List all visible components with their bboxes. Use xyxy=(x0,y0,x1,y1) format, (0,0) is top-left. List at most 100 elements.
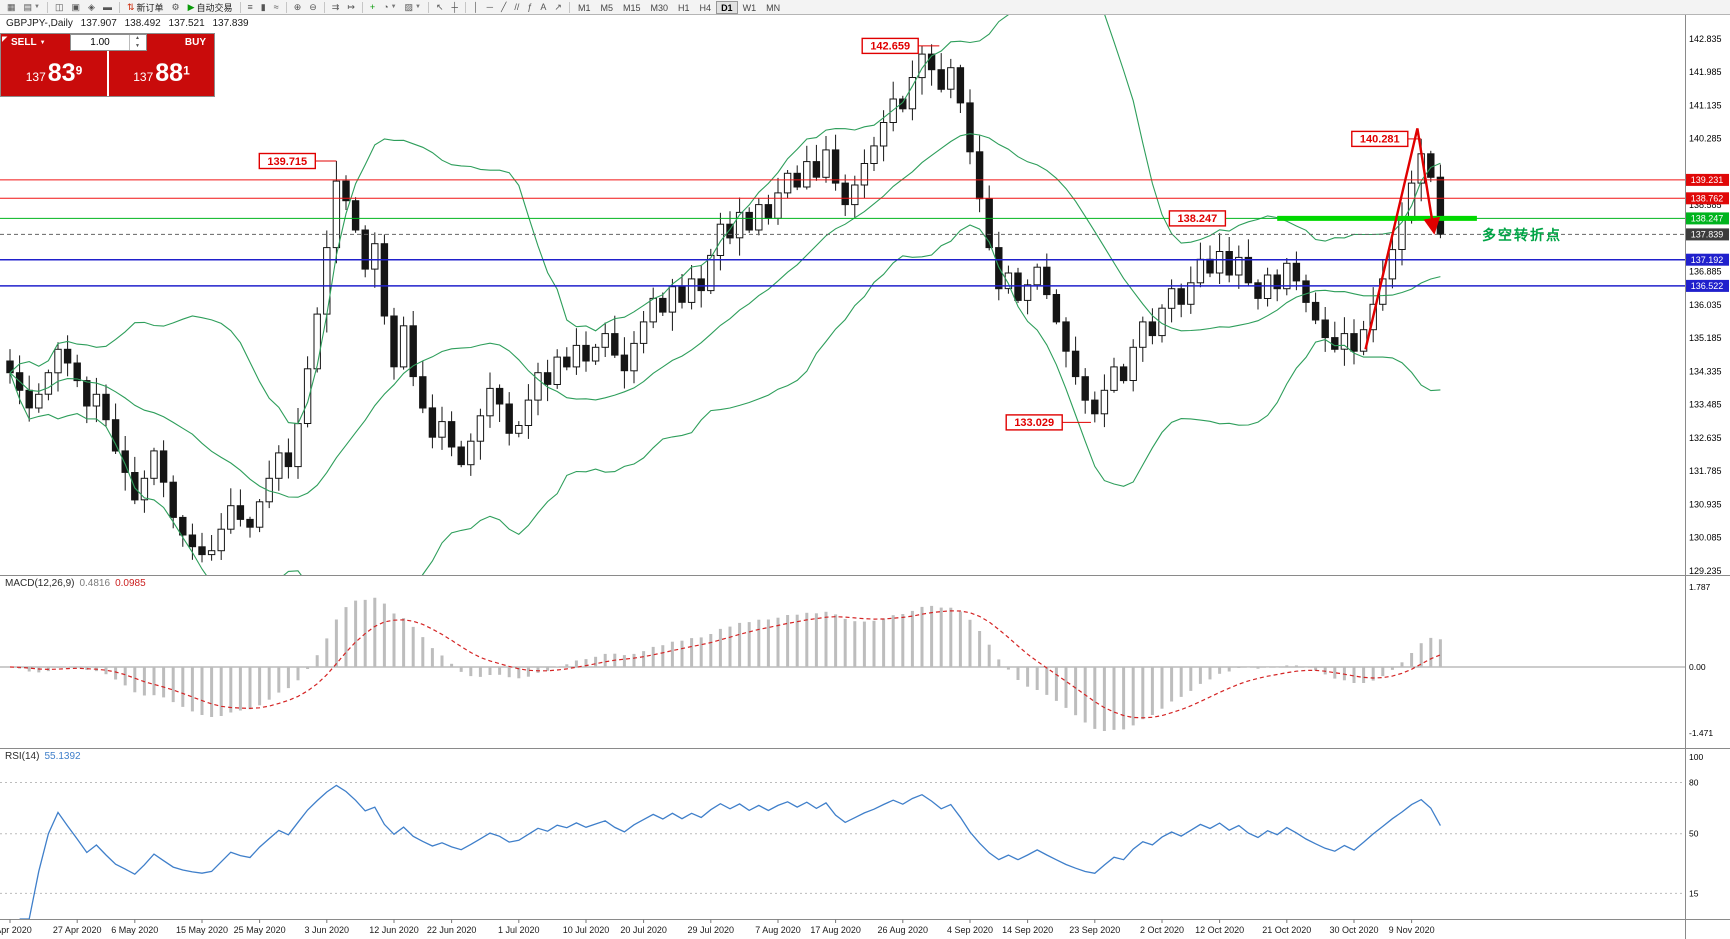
collapse-panel-arrow-icon[interactable]: ◤ xyxy=(2,36,8,43)
new-order-button[interactable]: ⇅ 新订单 xyxy=(123,1,168,14)
metaeditor-icon: ⚙ xyxy=(171,1,180,12)
ohlc-open: 137.907 xyxy=(80,18,117,29)
svg-text:133.485: 133.485 xyxy=(1689,400,1722,410)
chart-shift-icon: ↦ xyxy=(347,1,355,12)
svg-text:15 May 2020: 15 May 2020 xyxy=(176,925,228,935)
svg-text:142.835: 142.835 xyxy=(1689,34,1722,44)
candlestick-chart-button[interactable]: ▮ xyxy=(257,1,270,14)
volume-down-button[interactable]: ▼ xyxy=(135,42,140,49)
metaeditor-button[interactable]: ⚙ xyxy=(168,1,184,14)
market-watch-button[interactable]: ◫ xyxy=(51,1,68,14)
auto-scroll-button[interactable]: ⇉ xyxy=(328,1,344,14)
profiles-icon: ▤ xyxy=(23,1,33,12)
data-window-icon: ▣ xyxy=(71,1,81,12)
fibonacci-icon: ƒ xyxy=(527,1,533,12)
channel-button[interactable]: // xyxy=(510,1,523,14)
rsi-line xyxy=(19,784,1441,919)
line-chart-button[interactable]: ≈ xyxy=(270,1,283,14)
templates-icon: ▨ xyxy=(404,1,414,12)
zoom-out-button[interactable]: ⊖ xyxy=(305,1,321,14)
svg-text:7 Aug 2020: 7 Aug 2020 xyxy=(755,925,801,935)
chart-canvas[interactable]: 139.715 142.659 140.281 138.247 133.029 142.8… xyxy=(0,15,1730,939)
toolbar-separator xyxy=(323,1,325,13)
rsi-panel[interactable] xyxy=(0,782,1685,920)
buy-label: BUY xyxy=(184,37,206,48)
indicators-icon: + xyxy=(369,1,376,12)
text-button[interactable]: A xyxy=(536,1,550,14)
vertical-line-icon: │ xyxy=(472,1,479,12)
fibonacci-button[interactable]: ƒ xyxy=(523,1,536,14)
svg-text:142.659: 142.659 xyxy=(870,41,910,53)
auto-trading-button[interactable]: ▶ 自动交易 xyxy=(184,1,237,14)
arrows-icon: ↗ xyxy=(554,1,562,12)
zoom-out-icon: ⊖ xyxy=(309,1,317,12)
toolbar-separator xyxy=(46,1,48,13)
svg-text:22 Jun 2020: 22 Jun 2020 xyxy=(427,925,477,935)
horizontal-line-button[interactable]: ─ xyxy=(483,1,497,14)
svg-text:12 Oct 2020: 12 Oct 2020 xyxy=(1195,925,1244,935)
vertical-line-button[interactable]: │ xyxy=(469,1,483,14)
cursor-button[interactable]: ↖ xyxy=(432,1,448,14)
trend-arrow[interactable] xyxy=(1364,128,1441,350)
price-badge-138.762 xyxy=(1686,192,1729,205)
timeframe-d1-button[interactable]: D1 xyxy=(716,0,738,14)
templates-button[interactable]: ▨ ▼ xyxy=(401,1,425,14)
horizontal-line-icon: ─ xyxy=(486,1,493,12)
date-axis: 7 Apr 2020 27 Apr 2020 6 May 2020 15 May 20… xyxy=(0,919,1435,935)
data-window-button[interactable]: ▣ xyxy=(68,1,85,14)
macd-panel[interactable] xyxy=(0,597,1685,731)
timeframe-mn-button[interactable]: MN xyxy=(761,1,785,14)
svg-text:129.235: 129.235 xyxy=(1689,566,1722,576)
auto-scroll-icon: ⇉ xyxy=(331,1,340,12)
timeframe-m30-button[interactable]: M30 xyxy=(646,1,674,14)
bollinger-upper-band xyxy=(9,15,1441,425)
profiles-button[interactable]: ▤ ▼ xyxy=(20,1,44,14)
macd-signal-value: 0.0985 xyxy=(115,578,146,589)
toolbar-separator xyxy=(239,1,241,13)
timeframe-m5-button[interactable]: M5 xyxy=(595,1,618,14)
crosshair-icon: ┼ xyxy=(451,1,458,12)
timeframe-h4-button[interactable]: H4 xyxy=(695,1,717,14)
sell-caret-icon: ▼ xyxy=(39,39,46,46)
svg-text:131.785: 131.785 xyxy=(1689,466,1722,476)
volume-input[interactable] xyxy=(71,35,129,50)
sell-label: SELL ▼ xyxy=(11,37,46,48)
new-chart-button[interactable]: ▦ xyxy=(3,1,20,14)
svg-text:1.787: 1.787 xyxy=(1689,582,1711,592)
indicators-button[interactable]: + xyxy=(366,1,379,14)
chart-shift-button[interactable]: ↦ xyxy=(343,1,359,14)
trendline-icon: ╱ xyxy=(500,1,507,12)
bollinger-lower-band xyxy=(9,224,1441,575)
price-badge-138.247 xyxy=(1686,212,1729,225)
bar-chart-button[interactable]: ≡ xyxy=(244,1,257,14)
timeframe-m1-button[interactable]: M1 xyxy=(573,1,596,14)
macd-histogram xyxy=(18,597,1442,731)
timeframe-m15-button[interactable]: M15 xyxy=(618,1,646,14)
svg-text:135.185: 135.185 xyxy=(1689,333,1722,343)
periods-button[interactable]: ◔ ▼ xyxy=(379,1,400,14)
terminal-button[interactable]: ▬ xyxy=(99,1,116,14)
zoom-in-button[interactable]: ⊕ xyxy=(290,1,306,14)
svg-text:140.285: 140.285 xyxy=(1689,134,1722,144)
svg-text:14 Sep 2020: 14 Sep 2020 xyxy=(1002,925,1053,935)
navigator-button[interactable]: ◈ xyxy=(84,1,99,14)
svg-text:132.635: 132.635 xyxy=(1689,433,1722,443)
timeframe-w1-button[interactable]: W1 xyxy=(738,1,762,14)
bar-chart-icon: ≡ xyxy=(247,1,253,12)
price-plot[interactable]: 139.715 142.659 140.281 138.247 133.029 xyxy=(0,15,1685,681)
rsi-indicator-label: RSI(14) 55.1392 xyxy=(5,751,81,762)
svg-text:138.762: 138.762 xyxy=(1691,194,1724,204)
svg-text:139.715: 139.715 xyxy=(267,156,307,168)
chart-window[interactable]: 139.715 142.659 140.281 138.247 133.029 142.8… xyxy=(0,15,1730,939)
timeframe-h1-button[interactable]: H1 xyxy=(673,1,695,14)
channel-icon: // xyxy=(514,1,520,12)
svg-text:133.029: 133.029 xyxy=(1014,417,1054,429)
volume-up-button[interactable]: ▲ xyxy=(135,35,140,41)
svg-text:21 Oct 2020: 21 Oct 2020 xyxy=(1262,925,1311,935)
trendline-button[interactable]: ╱ xyxy=(497,1,510,14)
svg-text:137.192: 137.192 xyxy=(1691,255,1724,265)
arrows-button[interactable]: ↗ xyxy=(550,1,566,14)
svg-text:1 Jul 2020: 1 Jul 2020 xyxy=(498,925,540,935)
crosshair-button[interactable]: ┼ xyxy=(448,1,462,14)
